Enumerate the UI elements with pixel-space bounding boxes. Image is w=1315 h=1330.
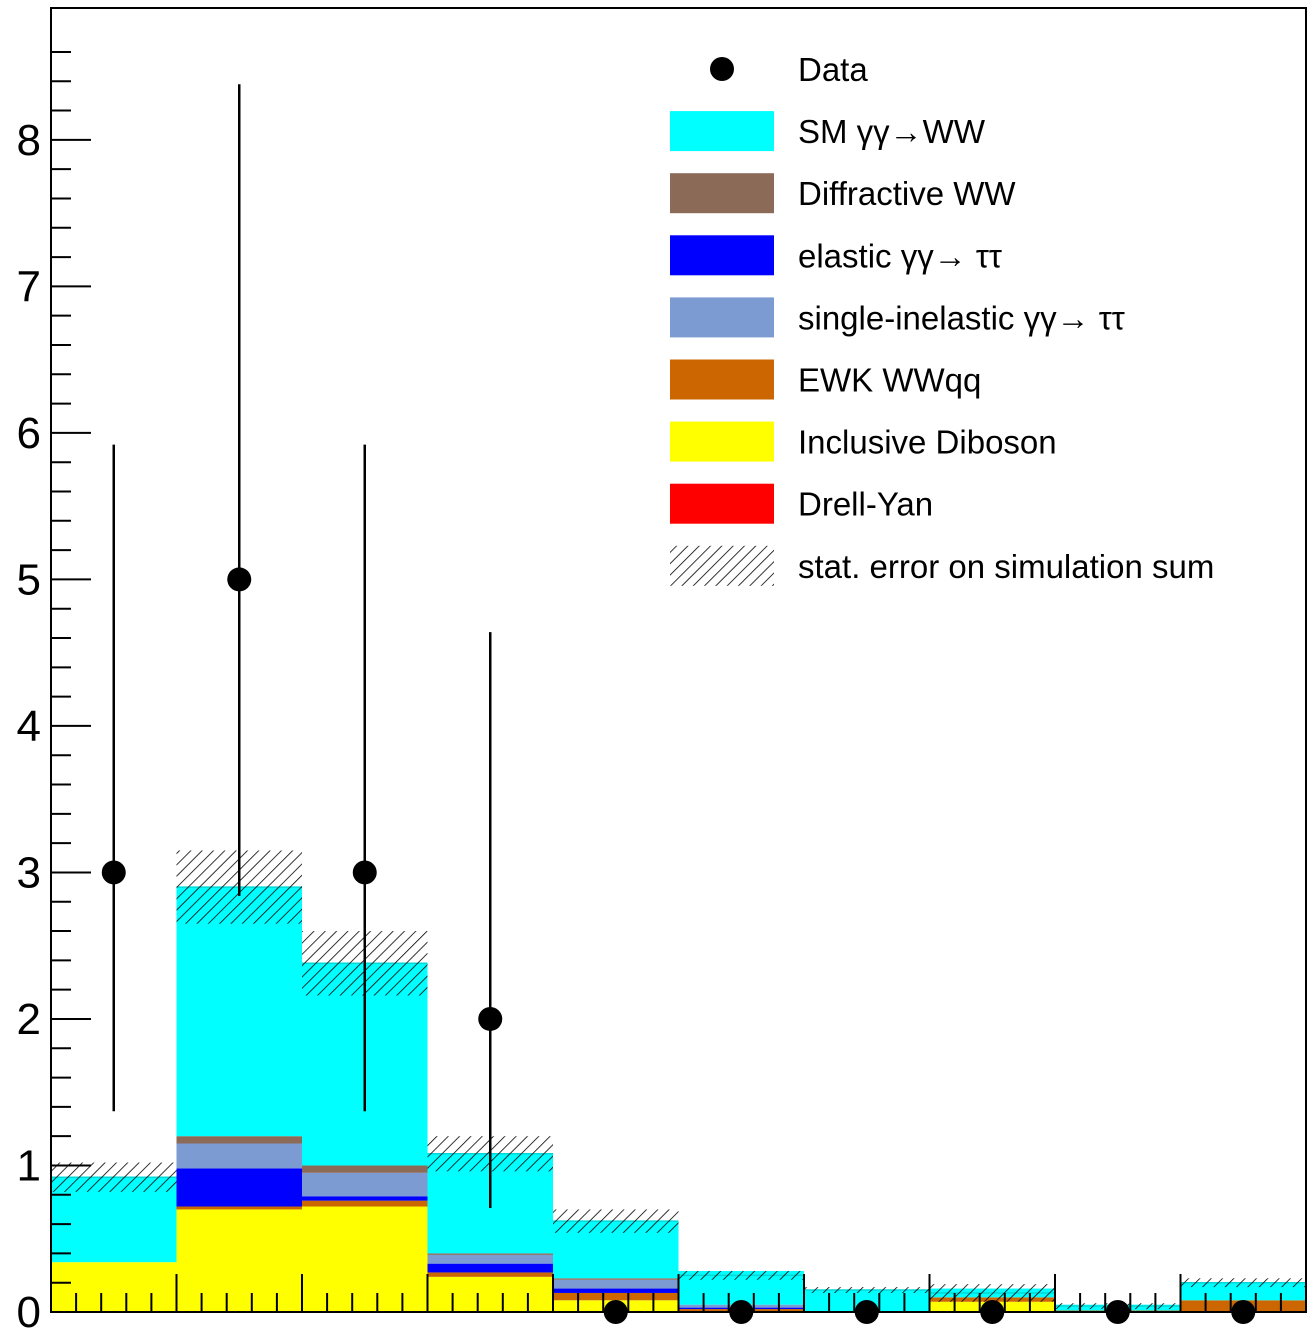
legend-swatch-single_inelastic_gg_tautau bbox=[670, 297, 774, 338]
stat-error-band-bin-0 bbox=[51, 1162, 177, 1192]
y-tick-label-3: 3 bbox=[17, 848, 41, 897]
bar-single_inelastic_gg_tautau_2-bin-2 bbox=[302, 1172, 428, 1197]
legend-label-elastic_gg_tautau: elastic γγ→ ττ bbox=[798, 237, 1002, 274]
bar-elastic_gg_tautau-bin-3 bbox=[427, 1263, 553, 1273]
legend-swatch-inclusive_diboson bbox=[670, 421, 774, 462]
data-point-bin-0 bbox=[101, 860, 126, 885]
bar-ewk_wwqq-bin-4 bbox=[553, 1292, 679, 1301]
legend-label-drell_yan: Drell-Yan bbox=[798, 486, 933, 523]
legend-swatch-ewk_wwqq bbox=[670, 359, 774, 400]
x-axis bbox=[50, 1274, 1307, 1312]
legend-label-ewk_wwqq: EWK WWqq bbox=[798, 362, 981, 399]
bar-single_inelastic_gg_tautau_2-bin-1 bbox=[176, 1143, 302, 1169]
data-point-bin-1 bbox=[227, 567, 252, 592]
bar-elastic_gg_tautau-bin-1 bbox=[176, 1168, 302, 1207]
y-tick-label-5: 5 bbox=[17, 555, 41, 604]
stat-error-band-bin-5 bbox=[678, 1270, 804, 1280]
bar-single_inelastic_gg_tautau_2-bin-4 bbox=[553, 1279, 679, 1289]
y-axis: 0 1 2 3 4 5 6 7 8 bbox=[17, 50, 91, 1330]
legend-label-sm_ggww: SM γγ→WW bbox=[798, 113, 986, 150]
data-points bbox=[101, 84, 1256, 1324]
bar-ewk_wwqq-bin-2 bbox=[302, 1200, 428, 1207]
bar-sm_ggww-bin-1 bbox=[176, 887, 302, 1137]
y-tick-label-4: 4 bbox=[17, 702, 41, 751]
legend-label-single_inelastic_gg_tautau: single-inelastic γγ→ ττ bbox=[798, 299, 1125, 336]
legend-label-inclusive_diboson: Inclusive Diboson bbox=[798, 424, 1057, 461]
stat-error-band-bin-6 bbox=[804, 1287, 930, 1293]
legend-swatch-elastic_gg_tautau bbox=[670, 235, 774, 276]
bar-ewk_wwqq-bin-1 bbox=[176, 1206, 302, 1210]
y-tick-label-0: 0 bbox=[17, 1288, 41, 1330]
bar-diffractive_ww-bin-2 bbox=[302, 1165, 428, 1173]
bar-ewk_wwqq-bin-3 bbox=[427, 1272, 553, 1277]
legend-label-diffractive_ww: Diffractive WW bbox=[798, 175, 1016, 212]
y-tick-label-2: 2 bbox=[17, 995, 41, 1044]
y-tick-label-1: 1 bbox=[17, 1141, 41, 1190]
stat-error-band-bin-9 bbox=[1180, 1278, 1306, 1288]
stat-error-band-bin-4 bbox=[553, 1209, 679, 1233]
data-point-bin-3 bbox=[478, 1006, 503, 1031]
legend-swatch-drell_yan bbox=[670, 483, 774, 524]
bar-inclusive_diboson-bin-2 bbox=[302, 1206, 428, 1312]
stat-error-band-bin-7 bbox=[929, 1284, 1055, 1302]
y-tick-label-8: 8 bbox=[17, 116, 41, 165]
stack-bars bbox=[51, 886, 1306, 1312]
legend-swatch-stat-error bbox=[670, 545, 774, 586]
bar-diffractive_ww-bin-3 bbox=[427, 1253, 553, 1255]
data-point-bin-2 bbox=[352, 860, 377, 885]
legend-swatch-sm_ggww bbox=[670, 111, 774, 152]
bar-elastic_gg_tautau-bin-2 bbox=[302, 1196, 428, 1201]
y-tick-label-6: 6 bbox=[17, 409, 41, 458]
legend-label-data: Data bbox=[798, 51, 868, 88]
y-tick-label-7: 7 bbox=[17, 262, 41, 311]
bar-elastic_gg_tautau-bin-4 bbox=[553, 1288, 679, 1293]
legend-swatch-diffractive_ww bbox=[670, 173, 774, 214]
bar-diffractive_ww-bin-4 bbox=[553, 1278, 679, 1280]
bar-inclusive_diboson-bin-1 bbox=[176, 1209, 302, 1312]
bar-inclusive_diboson-bin-0 bbox=[51, 1262, 177, 1312]
legend-label-stat_error: stat. error on simulation sum bbox=[798, 548, 1214, 585]
bar-single_inelastic_gg_tautau_2-bin-3 bbox=[427, 1254, 553, 1264]
bar-diffractive_ww-bin-1 bbox=[176, 1136, 302, 1144]
legend-marker-data bbox=[710, 57, 734, 81]
bar-inclusive_diboson-bin-3 bbox=[427, 1276, 553, 1312]
legend: Data SM γγ→WW Diffractive WW elastic γγ→ ττ… bbox=[670, 51, 1214, 586]
